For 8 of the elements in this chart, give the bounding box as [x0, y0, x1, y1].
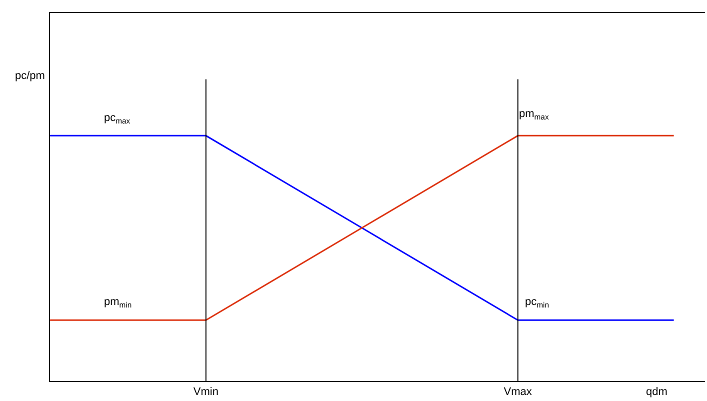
annotation: pc$_{min}$: [525, 296, 550, 310]
y-axis-title: pc/pm: [15, 70, 45, 82]
x-axis-title: qdm: [646, 386, 668, 398]
x-tick-label: Vmin: [193, 386, 218, 398]
text: pm$_{max}$: [519, 108, 549, 122]
text: pc$_{max}$: [104, 112, 130, 126]
annotation: pm$_{min}$: [104, 296, 132, 310]
x-tick-label: Vmax: [504, 386, 532, 398]
